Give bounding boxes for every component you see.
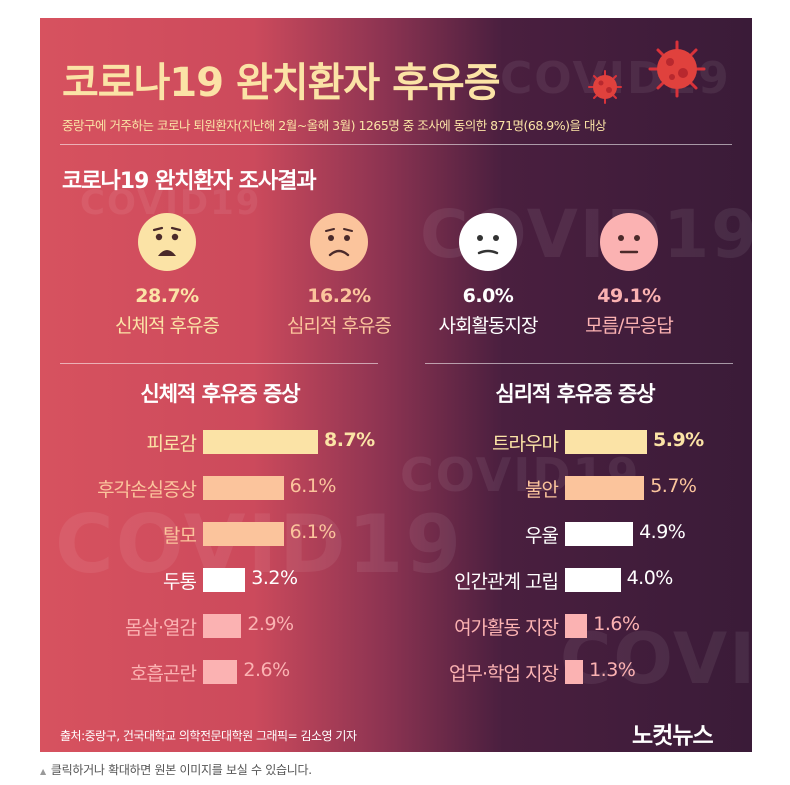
- bar-value-label: 6.1%: [289, 521, 337, 543]
- caption: ▲ 클릭하거나 확대하면 원본 이미지를 보실 수 있습니다.: [40, 761, 312, 778]
- divider: [425, 363, 733, 364]
- survey-stat-label: 신체적 후유증: [115, 315, 220, 337]
- logo: 노컷뉴스: [632, 723, 714, 749]
- bar: [203, 430, 318, 454]
- watermark: COVID19: [560, 618, 752, 700]
- divider: [60, 363, 378, 364]
- bar-value-label: 5.7%: [650, 475, 697, 497]
- bar: [203, 660, 238, 684]
- psychological-chart-title: 심리적 후유증 증상: [495, 382, 655, 406]
- bar-value-label: 2.6%: [243, 659, 290, 681]
- survey-stat-pct: 28.7%: [135, 285, 199, 307]
- survey-stat-label: 모름/무응답: [585, 315, 674, 337]
- bar-value-label: 2.9%: [247, 613, 294, 635]
- bar-category-label: 인간관계 고립: [454, 571, 559, 593]
- source-credit: 출처:중랑구, 건국대학교 의학전문대학원 그래픽= 김소영 기자: [60, 729, 357, 743]
- bar-category-label: 업무·학업 지장: [449, 663, 559, 685]
- survey-stat-label: 심리적 후유증: [287, 315, 392, 337]
- bar-value-label: 1.3%: [589, 659, 636, 681]
- physical-chart-title: 신체적 후유증 증상: [140, 382, 300, 406]
- bar: [565, 522, 634, 546]
- virus-icon: [648, 40, 706, 98]
- survey-stat-pct: 49.1%: [597, 285, 661, 307]
- bar-category-label: 피로감: [146, 433, 197, 455]
- survey-stat-pct: 16.2%: [307, 285, 371, 307]
- virus-icon: [588, 70, 622, 104]
- flat-face-icon: [459, 213, 517, 271]
- bar-value-label: 3.2%: [251, 567, 298, 589]
- divider: [60, 144, 732, 145]
- bar-category-label: 탈모: [163, 525, 197, 547]
- infographic-card: COVID19 COVID19 COVID19 COVID19 COVID19 …: [40, 18, 752, 752]
- caption-triangle-icon: ▲: [40, 767, 46, 776]
- bar-category-label: 불안: [525, 479, 559, 501]
- bar-value-label: 4.0%: [626, 567, 674, 589]
- sad-face-icon: [138, 213, 196, 271]
- bar-category-label: 여가활동 지장: [454, 617, 559, 639]
- bar-category-label: 두통: [163, 571, 197, 593]
- neutral-face-icon: [600, 213, 658, 271]
- bar-category-label: 우울: [525, 525, 559, 547]
- bar: [565, 476, 645, 500]
- page-title: 코로나19 완치환자 후유증: [62, 60, 501, 106]
- bar-category-label: 트라우마: [492, 433, 559, 455]
- bar: [203, 614, 242, 638]
- bar: [203, 568, 246, 592]
- bar: [565, 568, 621, 592]
- survey-stat-label: 사회활동지장: [438, 315, 539, 337]
- survey-title: 코로나19 완치환자 조사결과: [62, 169, 317, 194]
- bar-value-label: 1.6%: [593, 613, 640, 635]
- caption-text: 클릭하거나 확대하면 원본 이미지를 보실 수 있습니다.: [50, 763, 312, 777]
- survey-stat-pct: 6.0%: [462, 285, 514, 307]
- bar-value-label: 6.1%: [289, 475, 337, 497]
- bar-value-label: 8.7%: [324, 429, 375, 451]
- subtitle: 중랑구에 거주하는 코로나 퇴원환자(지난해 2월~올해 3월) 1265명 중…: [62, 118, 606, 133]
- bar: [565, 660, 584, 684]
- bar: [565, 430, 647, 454]
- bar-value-label: 5.9%: [653, 429, 704, 451]
- bar: [203, 476, 284, 500]
- bar-category-label: 몸살·열감: [125, 617, 197, 639]
- bar: [203, 522, 284, 546]
- bar-value-label: 4.9%: [639, 521, 686, 543]
- bar: [565, 614, 588, 638]
- frown-face-icon: [310, 213, 368, 271]
- bar-category-label: 후각손실증상: [97, 479, 197, 501]
- bar-category-label: 호흡곤란: [130, 663, 197, 685]
